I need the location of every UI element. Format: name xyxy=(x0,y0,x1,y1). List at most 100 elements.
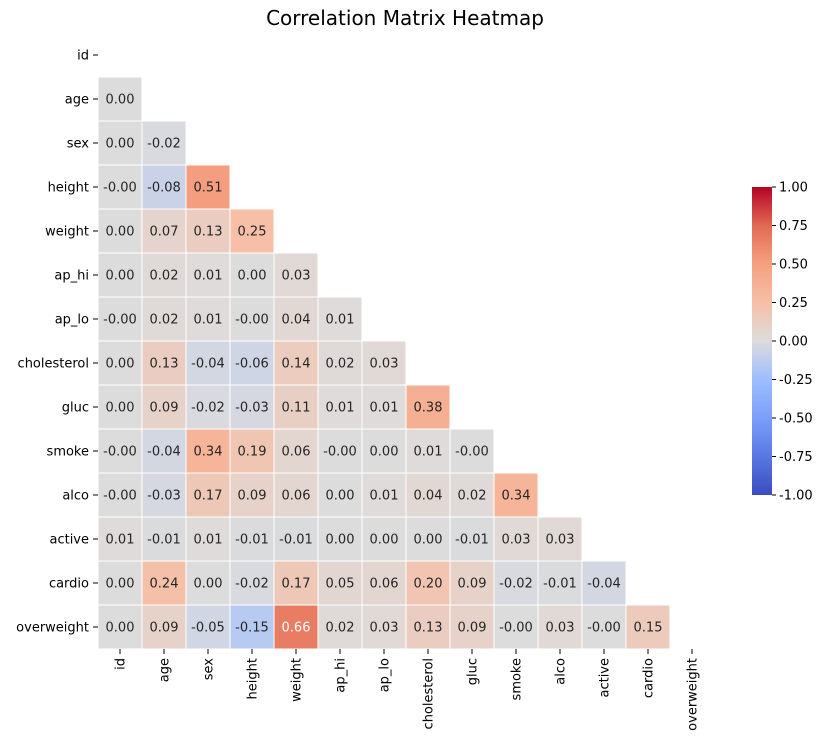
heatmap-cell xyxy=(141,296,187,342)
cell-value-label: 0.02 xyxy=(458,489,487,504)
heatmap-cell xyxy=(229,516,275,562)
cell-value-label: -0.00 xyxy=(103,313,137,328)
cell-value-label: -0.05 xyxy=(191,621,225,636)
cell-value-label: 0.34 xyxy=(194,445,223,460)
cell-value-label: 0.15 xyxy=(634,621,663,636)
cell-value-label: -0.04 xyxy=(147,445,181,460)
y-tick-label: ap_hi xyxy=(54,269,89,284)
y-tick-label: weight xyxy=(45,225,89,240)
heatmap-cell xyxy=(625,604,671,650)
cell-value-label: -0.02 xyxy=(191,401,225,416)
heatmap-cell xyxy=(229,604,275,650)
heatmap-cell xyxy=(97,340,143,386)
cell-value-label: -0.00 xyxy=(323,445,357,460)
cell-value-label: 0.24 xyxy=(150,577,179,592)
cell-value-label: -0.04 xyxy=(587,577,621,592)
heatmap-cell xyxy=(537,604,583,650)
heatmap-cell xyxy=(317,560,363,606)
heatmap-cell xyxy=(141,208,187,254)
heatmap-cell xyxy=(229,560,275,606)
cell-value-label: 0.03 xyxy=(546,533,575,548)
cell-value-label: 0.14 xyxy=(282,357,311,372)
heatmap-cell xyxy=(317,604,363,650)
heatmap-cell xyxy=(361,604,407,650)
y-tick-label: age xyxy=(65,93,89,108)
cell-value-label: 0.00 xyxy=(106,93,135,108)
cell-value-label: 0.04 xyxy=(414,489,443,504)
cell-value-label: 0.02 xyxy=(150,269,179,284)
colorbar-tick-label: -0.50 xyxy=(779,412,813,427)
heatmap-cell xyxy=(273,604,319,650)
colorbar-tick-label: 1.00 xyxy=(779,181,808,196)
heatmap-cell xyxy=(317,516,363,562)
colorbar-tick-label: 0.00 xyxy=(779,335,808,350)
cell-value-label: 0.17 xyxy=(282,577,311,592)
heatmap-cells: 0.00 0.00 -0.02 -0.00 -0.08 0.51 0.00 0.07 0.13 0… xyxy=(97,76,671,650)
cell-value-label: -0.04 xyxy=(191,357,225,372)
heatmap-cell xyxy=(361,560,407,606)
cell-value-label: 0.01 xyxy=(370,401,399,416)
chart-title: Correlation Matrix Heatmap xyxy=(266,6,544,30)
x-axis-labels: id age sex height weight ap_hi ap_lo cholestero… xyxy=(114,649,701,731)
cell-value-label: 0.11 xyxy=(282,401,311,416)
heatmap-cell xyxy=(141,252,187,298)
heatmap-cell xyxy=(185,296,231,342)
cell-value-label: 0.00 xyxy=(370,445,399,460)
cell-value-label: -0.06 xyxy=(235,357,269,372)
cell-value-label: 0.09 xyxy=(458,621,487,636)
cell-value-label: 0.01 xyxy=(194,313,223,328)
cell-value-label: 0.34 xyxy=(502,489,531,504)
cell-value-label: -0.15 xyxy=(235,621,269,636)
x-tick-label: gluc xyxy=(466,658,481,685)
heatmap-cell xyxy=(141,560,187,606)
x-tick-label: ap_lo xyxy=(378,658,393,692)
cell-value-label: 0.03 xyxy=(370,621,399,636)
y-tick-label: height xyxy=(48,181,89,196)
cell-value-label: 0.01 xyxy=(194,533,223,548)
heatmap-cell xyxy=(141,340,187,386)
x-tick-label: id xyxy=(114,658,129,670)
cell-value-label: 0.06 xyxy=(282,445,311,460)
heatmap-cell xyxy=(493,604,539,650)
cell-value-label: -0.00 xyxy=(103,445,137,460)
heatmap-cell xyxy=(317,472,363,518)
heatmap-cell xyxy=(449,516,495,562)
cell-value-label: -0.03 xyxy=(235,401,269,416)
cell-value-label: 0.01 xyxy=(106,533,135,548)
heatmap-cell xyxy=(537,516,583,562)
cell-value-label: -0.08 xyxy=(147,181,181,196)
cell-value-label: 0.00 xyxy=(106,357,135,372)
y-tick-label: gluc xyxy=(62,401,89,416)
cell-value-label: 0.00 xyxy=(106,137,135,152)
heatmap-cell xyxy=(97,472,143,518)
cell-value-label: 0.00 xyxy=(414,533,443,548)
y-tick-label: sex xyxy=(67,137,90,152)
heatmap-cell xyxy=(405,560,451,606)
y-tick-label: overweight xyxy=(16,621,89,636)
heatmap-cell xyxy=(493,560,539,606)
cell-value-label: -0.00 xyxy=(587,621,621,636)
cell-value-label: 0.01 xyxy=(414,445,443,460)
heatmap-cell xyxy=(449,428,495,474)
heatmap-cell xyxy=(229,208,275,254)
heatmap-cell xyxy=(361,340,407,386)
cell-value-label: 0.13 xyxy=(150,357,179,372)
x-tick-label: alco xyxy=(554,658,569,685)
cell-value-label: 0.01 xyxy=(326,313,355,328)
cell-value-label: 0.13 xyxy=(414,621,443,636)
cell-value-label: -0.01 xyxy=(543,577,577,592)
cell-value-label: 0.00 xyxy=(238,269,267,284)
heatmap-cell xyxy=(317,340,363,386)
cell-value-label: 0.09 xyxy=(150,401,179,416)
y-tick-label: active xyxy=(49,533,89,548)
y-axis-labels: id age sex height weight ap_hi ap_lo cholestero… xyxy=(16,49,98,636)
cell-value-label: 0.03 xyxy=(282,269,311,284)
y-tick-label: cardio xyxy=(49,577,89,592)
cell-value-label: 0.01 xyxy=(370,489,399,504)
heatmap-cell xyxy=(449,604,495,650)
cell-value-label: 0.06 xyxy=(282,489,311,504)
cell-value-label: -0.00 xyxy=(103,489,137,504)
cell-value-label: -0.02 xyxy=(499,577,533,592)
cell-value-label: 0.03 xyxy=(546,621,575,636)
